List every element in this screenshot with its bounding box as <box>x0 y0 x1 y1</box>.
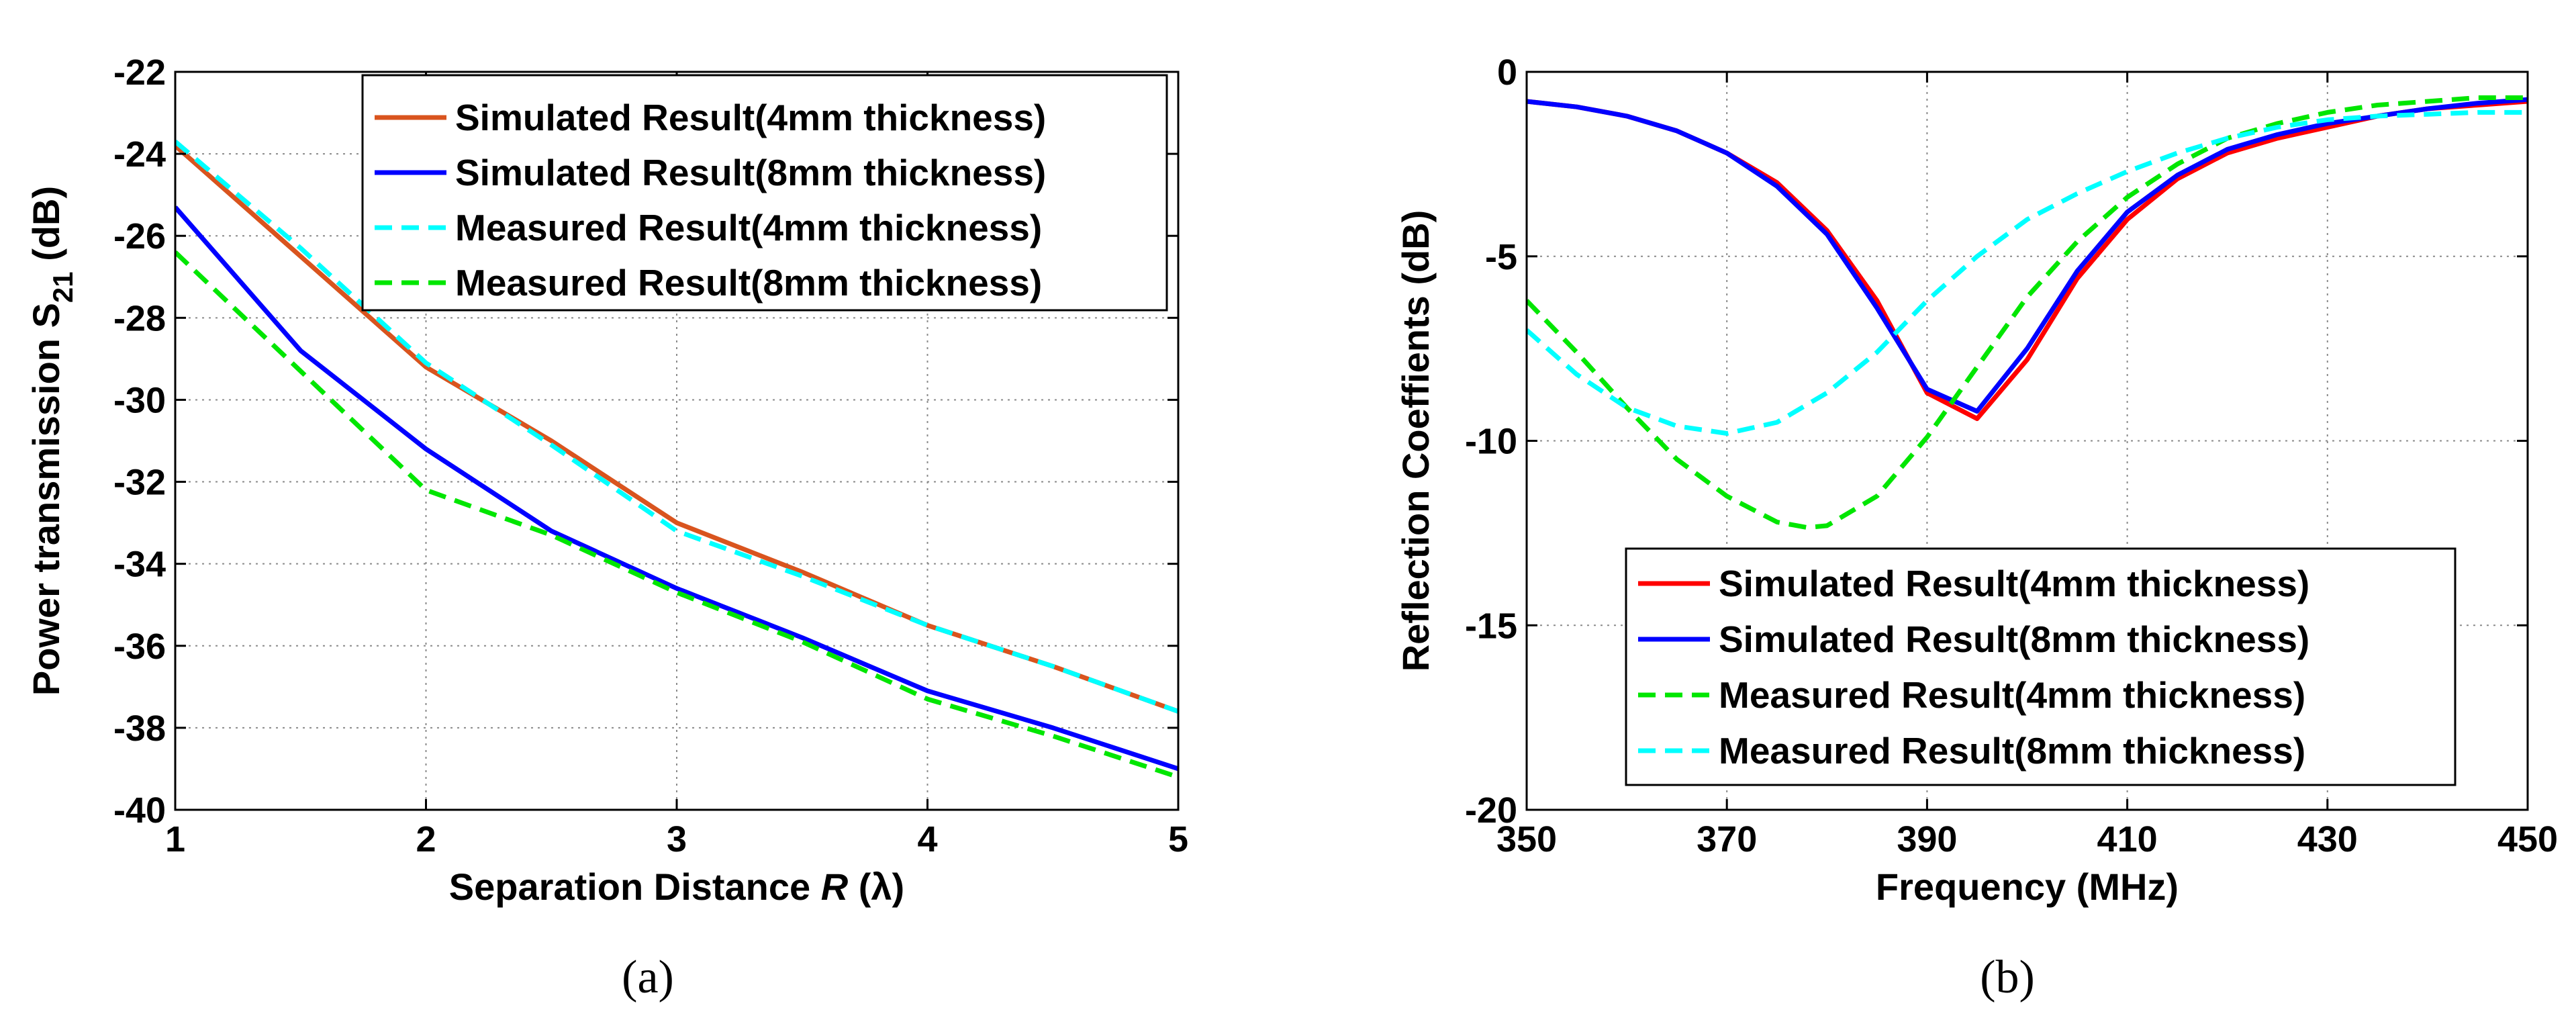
charta-legend-label-1: Simulated Result(4mm thickness) <box>455 97 1046 138</box>
charta-series-line-2 <box>175 205 1178 772</box>
chartb-legend: Simulated Result(4mm thickness) Simulated… <box>1625 547 2456 786</box>
chartb-x-tick-label: 350 <box>1496 819 1557 859</box>
charta-y-tick-label: -32 <box>113 463 166 503</box>
chartb-y-tick-label: -5 <box>1485 237 1517 277</box>
charta-x-tick-label: 2 <box>416 819 436 859</box>
charta-legend-box <box>361 74 1168 312</box>
charta-x-axis-label: Separation Distance R (λ) <box>449 866 904 908</box>
chartb-x-tick-label: 430 <box>2297 819 2358 859</box>
chartb-x-tick-label: 370 <box>1697 819 1757 859</box>
charta-series-line-1 <box>175 144 1178 714</box>
chartb-legend-label-3: Measured Result(4mm thickness) <box>1719 674 2305 716</box>
charta-x-tick-label: 5 <box>1168 819 1188 859</box>
charta-y-tick-label: -24 <box>113 134 166 175</box>
chartb-legend-label-4: Measured Result(8mm thickness) <box>1719 730 2305 772</box>
charta-series-line-3 <box>175 140 1178 714</box>
chartb-caption: (b) <box>1980 951 2035 1003</box>
charta-caption: (a) <box>622 951 674 1003</box>
chartb-group: 350 370 390 410 430 450 -20 -15 -10 -5 0 Frequency … <box>1394 52 2558 1003</box>
chartb-x-tick-label: 450 <box>2497 819 2558 859</box>
chartb-series-line-3 <box>1527 95 2528 530</box>
charta-y-tick-label: -36 <box>113 626 166 667</box>
charta-y-tick-label: -34 <box>113 545 166 585</box>
charta-group: 1 2 3 4 5 -40 -38 -36 -34 -32 -30 -28 -26 -24 -22 Separ… <box>25 52 1188 1003</box>
chartb-legend-label-2: Simulated Result(8mm thickness) <box>1719 618 2309 660</box>
charta-legend: Simulated Result(4mm thickness) Simulated… <box>361 74 1168 312</box>
charta-y-tick-label: -28 <box>113 298 166 338</box>
charta-y-tick-label: -40 <box>113 790 166 831</box>
chartb-y-tick-label: -15 <box>1465 606 1517 646</box>
chartb-y-axis-label: Reflection Coeffients (dB) <box>1394 210 1437 672</box>
charta-y-axis-label: Power transmission S21 (dB) <box>25 186 79 696</box>
chartb-legend-box <box>1625 547 2456 786</box>
chartb-y-tick-label: -20 <box>1465 790 1517 831</box>
charta-x-tick-label: 4 <box>917 819 937 859</box>
chartb-x-tick-label: 410 <box>2097 819 2158 859</box>
charta-x-tick-label: 1 <box>165 819 185 859</box>
charta-y-tick-label: -26 <box>113 216 166 257</box>
charta-y-tick-label: -30 <box>113 380 166 420</box>
chartb-y-tick-label: 0 <box>1497 52 1517 93</box>
charta-series-line-4 <box>175 250 1178 780</box>
charta-legend-label-4: Measured Result(8mm thickness) <box>455 262 1042 304</box>
chartb-legend-label-1: Simulated Result(4mm thickness) <box>1719 563 2309 604</box>
charta-y-tick-label: -38 <box>113 708 166 749</box>
charta-y-tick-label: -22 <box>113 52 166 93</box>
chartb-series-line-4 <box>1527 109 2528 436</box>
chartb-x-axis-label: Frequency (MHz) <box>1876 866 2179 908</box>
charta-legend-label-3: Measured Result(4mm thickness) <box>455 207 1042 248</box>
chartb-y-tick-label: -10 <box>1465 422 1517 462</box>
charta-x-tick-label: 3 <box>667 819 687 859</box>
chartb-x-tick-label: 390 <box>1897 819 1957 859</box>
charta-legend-label-2: Simulated Result(8mm thickness) <box>455 152 1046 193</box>
